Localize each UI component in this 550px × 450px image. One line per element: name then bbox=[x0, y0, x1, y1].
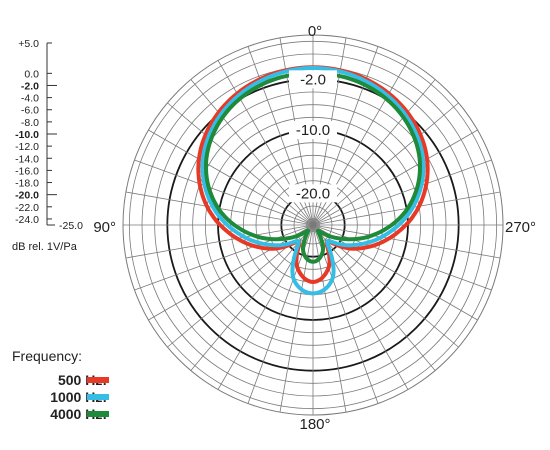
legend-swatch bbox=[87, 377, 109, 383]
legend-item-4000hz: 4000 Hz: bbox=[12, 406, 152, 422]
grid-spoke bbox=[148, 129, 314, 226]
grid-spoke bbox=[125, 224, 314, 259]
ring-label: -2.0 bbox=[300, 71, 326, 88]
series-curve-1 bbox=[200, 65, 426, 296]
db-scale-label: -6.0 bbox=[21, 105, 39, 117]
grid-spoke bbox=[312, 102, 459, 226]
legend-item-500hz: 500 Hz: bbox=[12, 372, 152, 388]
angle-label-top: 0° bbox=[308, 23, 322, 40]
grid-spoke bbox=[312, 224, 436, 371]
ring-label: -10.0 bbox=[296, 122, 330, 139]
db-scale-label: -10.0 bbox=[15, 129, 39, 141]
db-scale-label: -2.0 bbox=[21, 80, 39, 92]
db-scale-label: -14.0 bbox=[15, 153, 39, 165]
grid-spoke bbox=[190, 224, 314, 371]
grid-spoke bbox=[167, 102, 314, 226]
db-scale-unit: dB rel. 1V/Pa bbox=[12, 241, 78, 253]
grid-spoke bbox=[312, 224, 379, 404]
legend-label: 4000 Hz: bbox=[50, 406, 107, 422]
legend: Frequency: 500 Hz: 1000 Hz: 4000 Hz: bbox=[12, 348, 152, 423]
db-scale-label: 0.0 bbox=[24, 68, 39, 80]
grid-spoke bbox=[279, 224, 314, 413]
ring-label-bg bbox=[289, 121, 337, 139]
legend-swatch bbox=[87, 411, 109, 417]
db-scale-label: -24.0 bbox=[15, 214, 39, 226]
polar-curves bbox=[196, 65, 430, 296]
ring-label-bg bbox=[289, 70, 337, 89]
polar-grid bbox=[122, 34, 504, 416]
grid-spoke bbox=[312, 159, 492, 226]
db-scale-label: -22.0 bbox=[15, 202, 39, 214]
db-scale-label: -18.0 bbox=[15, 178, 39, 190]
db-scale-label: -20.0 bbox=[15, 190, 39, 202]
legend-swatch bbox=[87, 394, 109, 400]
legend-title: Frequency: bbox=[12, 348, 83, 364]
legend-label: 500 Hz: bbox=[57, 372, 107, 388]
db-scale: +5.00.0-2.0-4.0-6.0-8.0-10.0-12.0-14.0-1… bbox=[12, 38, 83, 253]
grid-spoke bbox=[247, 224, 314, 404]
db-scale-label: -25.0 bbox=[59, 220, 83, 232]
grid-spoke bbox=[312, 224, 347, 413]
legend-label: 1000 Hz: bbox=[50, 389, 107, 405]
ring-label: -20.0 bbox=[296, 185, 330, 202]
grid-spoke bbox=[134, 159, 314, 226]
grid-spoke bbox=[148, 224, 314, 321]
series-curve-2 bbox=[204, 71, 422, 264]
angle-label-bottom: 180° bbox=[299, 416, 330, 433]
grid-spoke bbox=[312, 224, 492, 291]
db-scale-label: +5.0 bbox=[18, 38, 39, 50]
series-curve-0 bbox=[196, 65, 430, 284]
legend-item-1000hz: 1000 Hz: bbox=[12, 389, 152, 405]
angle-label-right: 270° bbox=[505, 219, 536, 236]
grid-spoke bbox=[312, 129, 478, 226]
db-scale-label: -8.0 bbox=[21, 117, 39, 129]
grid-spoke bbox=[312, 224, 478, 321]
db-scale-label: -4.0 bbox=[21, 93, 39, 105]
angle-label-left: 90° bbox=[93, 219, 116, 236]
db-scale-label: -12.0 bbox=[15, 141, 39, 153]
ring-label-bg bbox=[289, 184, 337, 203]
db-scale-label: -16.0 bbox=[15, 165, 39, 177]
grid-spoke bbox=[134, 224, 314, 291]
grid-spoke bbox=[312, 224, 501, 259]
polar-labels: 0° 270° 180° 90° -2.0 -10.0 -20.0 bbox=[93, 23, 536, 433]
